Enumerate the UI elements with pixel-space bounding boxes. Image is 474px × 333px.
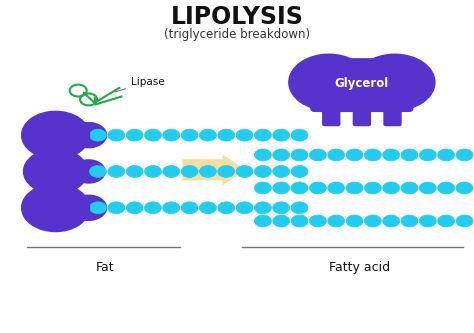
- Circle shape: [401, 182, 418, 194]
- Circle shape: [181, 166, 198, 177]
- Circle shape: [346, 215, 363, 227]
- Text: Glycerol: Glycerol: [335, 78, 389, 91]
- Circle shape: [273, 129, 290, 141]
- Circle shape: [181, 129, 198, 141]
- Circle shape: [145, 166, 162, 177]
- Circle shape: [273, 149, 290, 161]
- Circle shape: [108, 202, 125, 214]
- Circle shape: [310, 215, 327, 227]
- Text: (triglyceride breakdown): (triglyceride breakdown): [164, 28, 310, 41]
- FancyArrow shape: [183, 155, 244, 185]
- Circle shape: [22, 184, 90, 231]
- Circle shape: [273, 166, 290, 177]
- Circle shape: [291, 182, 308, 194]
- Circle shape: [291, 166, 308, 177]
- FancyBboxPatch shape: [354, 107, 370, 126]
- Circle shape: [72, 160, 105, 183]
- Circle shape: [200, 166, 217, 177]
- Circle shape: [90, 166, 107, 177]
- Circle shape: [90, 129, 107, 141]
- Circle shape: [200, 129, 217, 141]
- Circle shape: [126, 166, 143, 177]
- Circle shape: [383, 182, 400, 194]
- FancyBboxPatch shape: [324, 59, 400, 111]
- Circle shape: [383, 149, 400, 161]
- Circle shape: [419, 182, 436, 194]
- Circle shape: [310, 182, 327, 194]
- Circle shape: [328, 215, 345, 227]
- Circle shape: [438, 215, 455, 227]
- Circle shape: [255, 182, 272, 194]
- FancyBboxPatch shape: [384, 107, 401, 126]
- Text: Fatty acid: Fatty acid: [329, 261, 390, 274]
- Circle shape: [346, 182, 363, 194]
- Text: Lipase: Lipase: [115, 77, 164, 92]
- Circle shape: [255, 202, 271, 214]
- Circle shape: [126, 129, 143, 141]
- Circle shape: [456, 215, 473, 227]
- Circle shape: [401, 149, 418, 161]
- Circle shape: [456, 182, 473, 194]
- Circle shape: [108, 166, 125, 177]
- FancyBboxPatch shape: [311, 90, 413, 111]
- Circle shape: [236, 166, 253, 177]
- FancyBboxPatch shape: [323, 107, 340, 126]
- Circle shape: [291, 149, 308, 161]
- Circle shape: [291, 129, 308, 141]
- Circle shape: [71, 123, 107, 148]
- Circle shape: [438, 182, 455, 194]
- Circle shape: [419, 215, 436, 227]
- Text: LIPOLYSIS: LIPOLYSIS: [171, 5, 303, 29]
- Circle shape: [346, 149, 363, 161]
- Circle shape: [255, 129, 271, 141]
- Circle shape: [255, 215, 272, 227]
- Circle shape: [108, 129, 125, 141]
- Circle shape: [90, 202, 107, 214]
- Circle shape: [236, 129, 253, 141]
- Circle shape: [200, 202, 217, 214]
- Circle shape: [181, 202, 198, 214]
- Circle shape: [291, 215, 308, 227]
- Circle shape: [365, 215, 381, 227]
- Circle shape: [273, 202, 290, 214]
- Circle shape: [145, 202, 162, 214]
- Circle shape: [355, 54, 435, 110]
- Circle shape: [310, 149, 327, 161]
- Circle shape: [236, 202, 253, 214]
- Circle shape: [328, 149, 345, 161]
- Circle shape: [218, 166, 235, 177]
- Circle shape: [24, 149, 88, 194]
- Circle shape: [218, 202, 235, 214]
- Circle shape: [383, 215, 400, 227]
- Circle shape: [145, 129, 162, 141]
- Circle shape: [328, 182, 345, 194]
- Circle shape: [255, 166, 271, 177]
- Circle shape: [273, 215, 290, 227]
- Circle shape: [22, 111, 90, 159]
- Circle shape: [163, 166, 180, 177]
- Text: Fat: Fat: [96, 261, 114, 274]
- Circle shape: [163, 202, 180, 214]
- Circle shape: [291, 202, 308, 214]
- Circle shape: [365, 149, 381, 161]
- Circle shape: [218, 129, 235, 141]
- Circle shape: [419, 149, 436, 161]
- Circle shape: [126, 202, 143, 214]
- Circle shape: [255, 149, 272, 161]
- Circle shape: [163, 129, 180, 141]
- Circle shape: [273, 182, 290, 194]
- Circle shape: [438, 149, 455, 161]
- Circle shape: [365, 182, 381, 194]
- Circle shape: [401, 215, 418, 227]
- Circle shape: [71, 195, 107, 220]
- Circle shape: [289, 54, 369, 110]
- Circle shape: [456, 149, 473, 161]
